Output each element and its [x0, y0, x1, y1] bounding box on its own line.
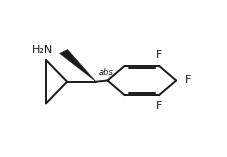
Text: F: F — [185, 76, 191, 86]
Text: F: F — [156, 101, 162, 111]
Text: abs: abs — [99, 68, 114, 77]
Text: H₂N: H₂N — [32, 45, 53, 55]
Text: F: F — [156, 50, 162, 60]
Polygon shape — [60, 49, 96, 82]
